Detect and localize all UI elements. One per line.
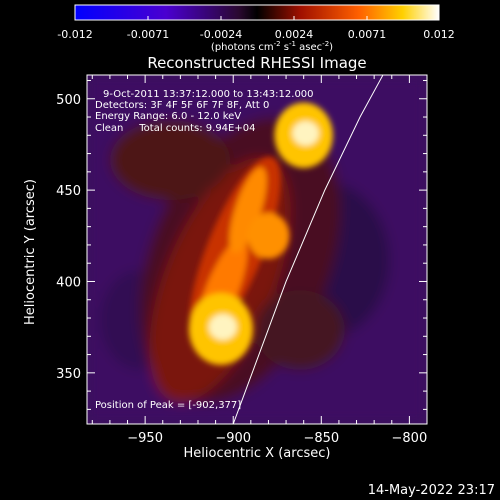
colorbar-tick-label: -0.0024 xyxy=(200,28,242,41)
y-tick-label: 500 xyxy=(56,93,81,108)
heatmap-image xyxy=(87,75,427,424)
x-axis-label: Heliocentric X (arcsec) xyxy=(184,446,331,461)
y-tick-label: 350 xyxy=(56,367,81,382)
colorbar-unit-label: (photons cm-2 s-1 asec-2) xyxy=(211,40,333,53)
colorbar-tick-label: 0.0024 xyxy=(275,28,314,41)
colorbar-ticks xyxy=(74,16,440,20)
x-tick-label: −800 xyxy=(392,431,428,446)
annotation-peak-position: Position of Peak = [-902,377] xyxy=(95,400,241,411)
colorbar-tick-label: -0.0071 xyxy=(127,28,169,41)
annotation-detectors: Detectors: 3F 4F 5F 6F 7F 8F, Att 0 xyxy=(95,100,269,111)
annotation-time-range: 9-Oct-2011 13:37:12.000 to 13:43:12.000 xyxy=(103,89,314,100)
x-tick-label: −950 xyxy=(127,431,163,446)
colorbar-tick-label: 0.0071 xyxy=(348,28,387,41)
source-core-1 xyxy=(292,121,319,146)
timestamp: 14-May-2022 23:17 xyxy=(368,483,495,498)
plot-frame xyxy=(86,74,428,425)
colorbar-tick-label: -0.012 xyxy=(57,28,92,41)
y-tick-label: 450 xyxy=(56,184,81,199)
y-tick-label: 400 xyxy=(56,275,81,290)
colorbar-tick-label: 0.012 xyxy=(423,28,455,41)
y-axis-label: Heliocentric Y (arcsec) xyxy=(23,179,38,325)
source-peak-2 xyxy=(247,212,290,259)
source-core-0 xyxy=(208,313,237,340)
chart-title: Reconstructed RHESSI Image xyxy=(147,54,366,72)
emission-sources xyxy=(188,102,333,365)
x-tick-label: −900 xyxy=(215,431,251,446)
colorbar xyxy=(74,4,440,21)
x-tick-label: −850 xyxy=(303,431,339,446)
annotation-clean-counts: Clean Total counts: 9.94E+04 xyxy=(95,123,255,134)
solar-limb-line xyxy=(232,75,384,424)
annotation-energy-range: Energy Range: 6.0 - 12.0 keV xyxy=(95,111,241,122)
